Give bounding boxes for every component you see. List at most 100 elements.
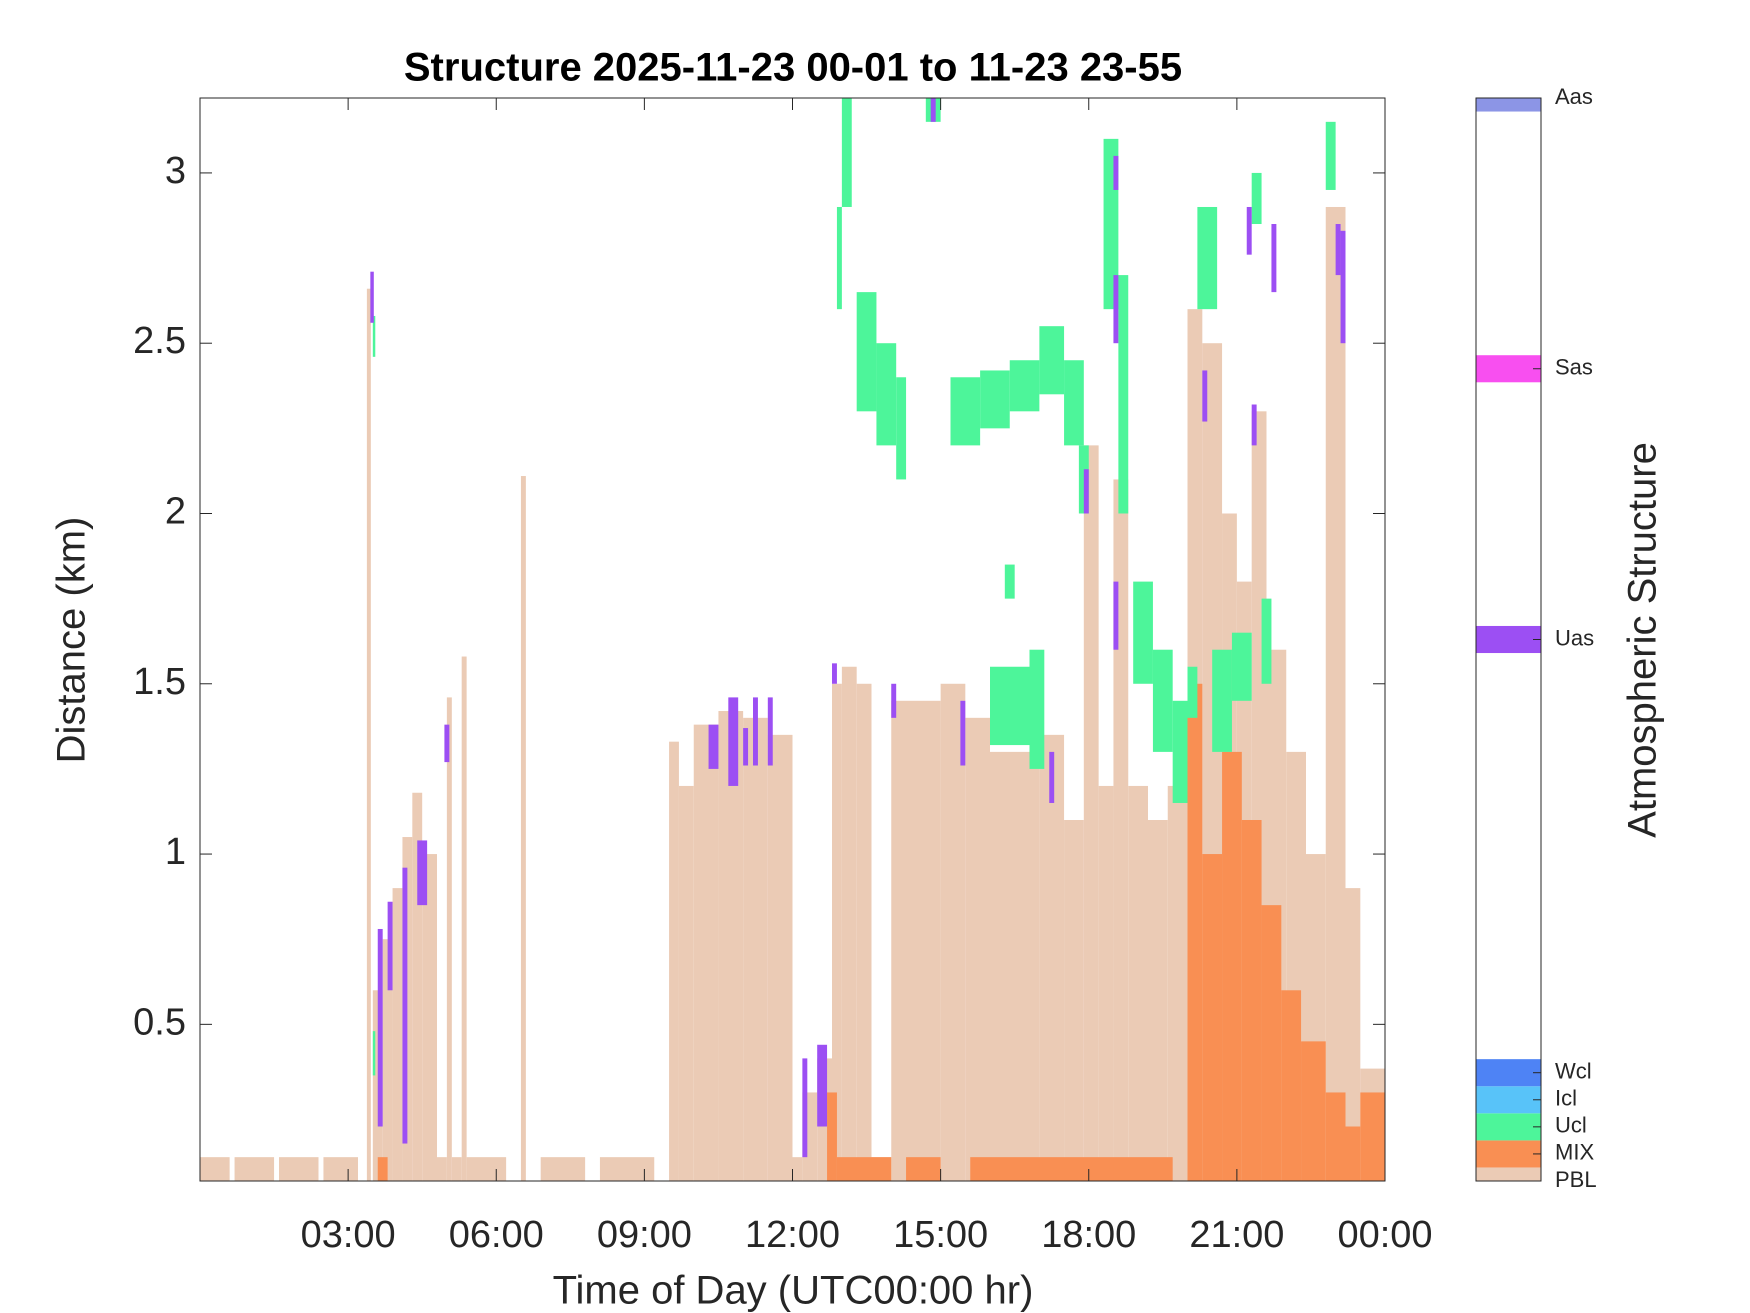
structure-cell [965,717,990,1181]
structure-cell [1281,990,1302,1181]
structure-cell [970,1157,1173,1181]
colorbar-tick-label: Icl [1555,1086,1577,1111]
structure-cell [1128,785,1148,1181]
colorbar-tick-label: Aas [1555,84,1593,109]
structure-cell [1083,469,1089,514]
x-tick-label: 18:00 [1041,1214,1136,1256]
colorbar-swatch [1476,1140,1541,1168]
structure-cell [1148,820,1168,1181]
structure-cell [1212,649,1232,752]
colorbar-swatch [1476,625,1541,654]
structure-cell [1325,206,1346,1181]
colorbar-label: Atmospheric Structure [1621,442,1665,838]
structure-cell [1118,275,1129,514]
structure-cell [1064,360,1084,446]
structure-cell [1345,1126,1361,1181]
structure-cell [728,697,739,786]
y-tick-label: 2.5 [133,320,186,362]
structure-cell [718,711,744,1181]
x-tick-label: 00:00 [1337,1214,1432,1256]
structure-cell [1113,581,1119,650]
structure-cell [767,734,793,1181]
structure-cell [856,683,872,1181]
structure-cell [437,1157,447,1181]
structure-cell [372,1031,376,1076]
structure-cell [940,683,966,1181]
structure-cell [1261,598,1272,684]
structure-cell [1197,206,1218,310]
structure-cell [520,476,526,1181]
structure-cell [891,683,897,718]
structure-cell [412,792,423,1181]
structure-cell [451,1157,462,1181]
structure-cell [980,370,1010,429]
structure-cell [827,1092,837,1181]
structure-cell [743,717,768,1181]
structure-cell [461,656,467,1181]
structure-cell [1241,820,1262,1181]
structure-cell [1029,649,1045,769]
structure-cell [1152,649,1173,752]
structure-cell [1261,905,1282,1181]
structure-cell [792,1157,803,1181]
structure-cell [1231,632,1252,701]
structure-cell [1039,326,1065,395]
structure-cell [1009,360,1040,412]
structure-cell [466,1157,507,1181]
structure-cell [1345,888,1361,1181]
chart-title: Structure 2025-11-23 00-01 to 11-23 23-5… [404,46,1182,90]
structure-cell [1004,564,1015,599]
structure-cell [1325,1092,1346,1181]
colorbar-swatch [1476,355,1541,383]
structure-cell [876,343,897,446]
structure-cell [387,901,393,991]
structure-cell [708,724,719,769]
structure-cell [377,928,383,1127]
colorbar-tick-label: PBL [1555,1167,1597,1192]
y-tick-label: 2 [165,491,186,533]
structure-cell [392,888,403,1181]
structure-cell [1167,785,1188,1181]
structure-cell [417,840,428,906]
structure-cell [832,683,842,1181]
structure-cell [1340,230,1346,344]
structure-cell [891,700,941,1181]
structure-cell [1172,700,1188,803]
structure-cell [366,288,371,1181]
structure-cell [1113,479,1129,1181]
structure-cell [1202,854,1223,1181]
x-axis-label: Time of Day (UTC00:00 hr) [553,1269,1034,1313]
structure-cell [1083,445,1099,1182]
y-tick-label: 1.5 [133,661,186,703]
structure-cell [990,666,1030,746]
structure-cell [370,271,374,323]
structure-cell [841,666,857,1181]
structure-cell [1246,206,1252,255]
structure-cell [832,663,837,684]
structure-cell [1325,121,1336,190]
structure-cell [1360,1092,1385,1181]
x-tick-label: 12:00 [745,1214,840,1256]
colorbar-swatch [1476,1113,1541,1141]
colorbar-swatch [1476,98,1541,112]
structure-cell [678,785,694,1181]
structure-cell [1064,820,1084,1181]
x-tick-label: 06:00 [449,1214,544,1256]
structure-cell [279,1157,319,1181]
x-tick-label: 09:00 [597,1214,692,1256]
structure-cell [1133,581,1153,684]
structure-cell [960,700,966,766]
structure-cell [1187,666,1198,718]
structure-cell [422,854,437,1181]
colorbar-tick-label: Uas [1555,625,1594,650]
x-tick-label: 03:00 [301,1214,396,1256]
structure-cell [1098,785,1114,1181]
structure-cell [599,1157,655,1181]
structure-cell [382,939,393,1181]
structure-cell [234,1157,275,1181]
structure-cell [444,724,450,763]
structure-cell [1113,275,1119,344]
structure-cell [906,1157,941,1181]
colorbar-tick-label: MIX [1555,1140,1594,1165]
